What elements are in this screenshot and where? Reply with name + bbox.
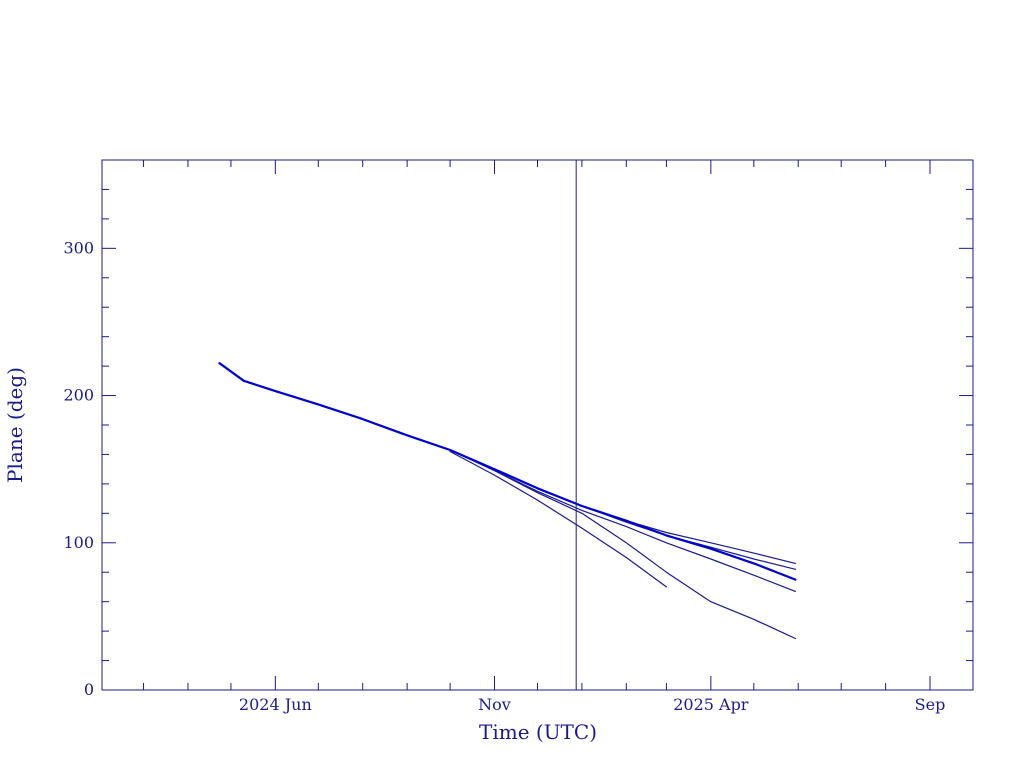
series-line-3 <box>449 449 797 570</box>
series-line-5 <box>449 449 797 640</box>
y-tick-label: 100 <box>63 533 94 552</box>
y-tick-label: 300 <box>63 238 94 257</box>
series-line-6 <box>449 450 668 588</box>
x-tick-label: 2024 Jun <box>239 695 312 714</box>
series-line-2 <box>449 449 797 565</box>
series-layer <box>218 362 797 640</box>
x-tick-label: Nov <box>478 695 511 714</box>
x-tick-label: Sep <box>915 695 946 714</box>
plot-frame <box>101 159 974 691</box>
series-line-1 <box>218 362 797 581</box>
axis-ticks <box>102 159 973 691</box>
y-tick-label: 200 <box>63 386 94 405</box>
y-axis-label: Plane (deg) <box>3 367 27 483</box>
x-tick-label: 2025 Apr <box>673 695 749 714</box>
x-axis-label: Time (UTC) <box>479 720 597 744</box>
y-tick-label: 0 <box>84 680 94 699</box>
tick-labels: 2024 Jun Nov 2025 Apr Sep 0 100 200 300 <box>63 238 945 714</box>
plot-area: 2024 Jun Nov 2025 Apr Sep 0 100 200 300 <box>63 159 974 714</box>
